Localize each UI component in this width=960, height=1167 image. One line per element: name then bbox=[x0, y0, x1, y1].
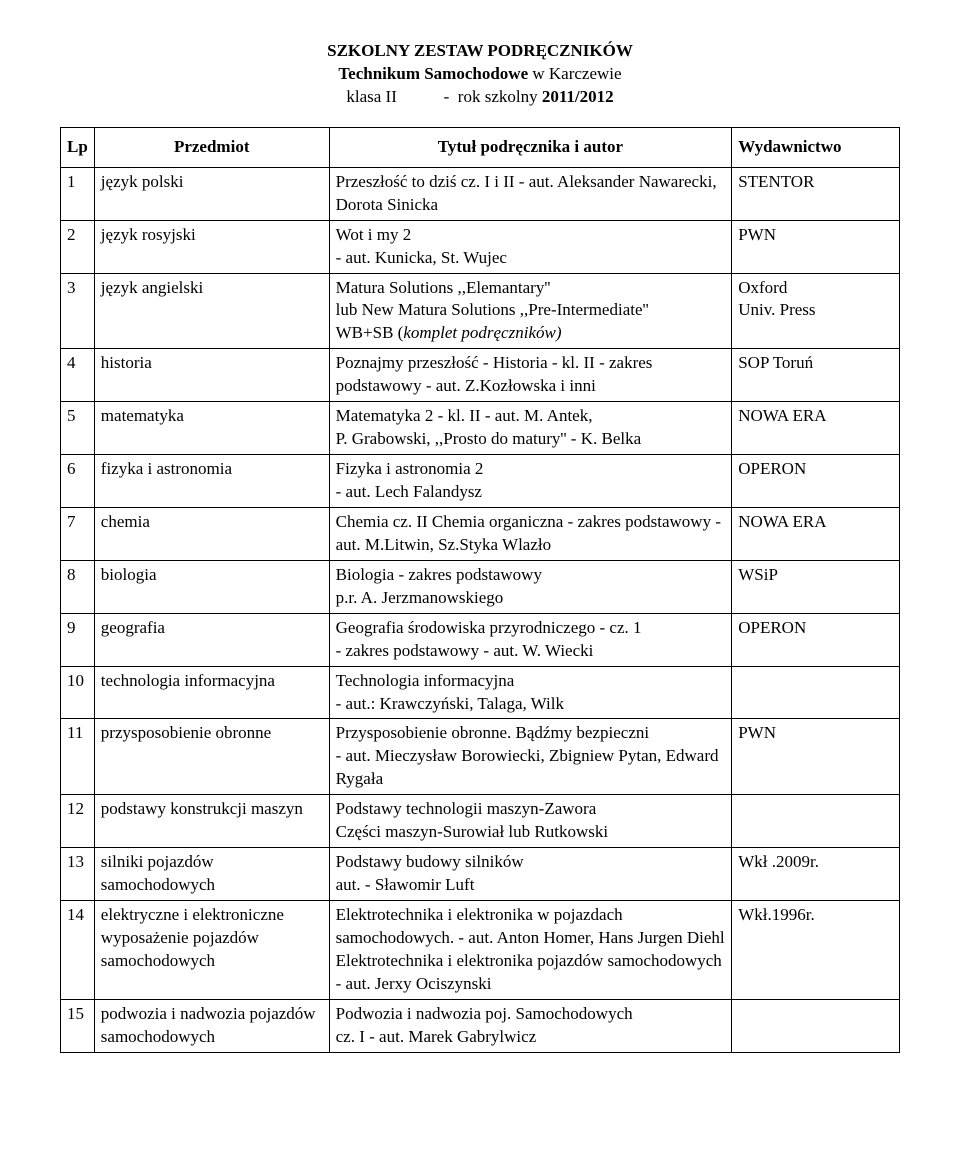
cell-lp: 1 bbox=[61, 167, 95, 220]
col-header-lp: Lp bbox=[61, 127, 95, 167]
cell-wydawnictwo: WSiP bbox=[732, 560, 900, 613]
cell-lp: 4 bbox=[61, 349, 95, 402]
cell-przedmiot: podwozia i nadwozia pojazdów samochodowy… bbox=[94, 999, 329, 1052]
cell-lp: 8 bbox=[61, 560, 95, 613]
cell-przedmiot: język polski bbox=[94, 167, 329, 220]
table-row: 9geografiaGeografia środowiska przyrodni… bbox=[61, 613, 900, 666]
cell-lp: 14 bbox=[61, 901, 95, 1000]
cell-tytul: Matura Solutions ,,Elemantary''lub New M… bbox=[329, 273, 732, 349]
cell-wydawnictwo: OxfordUniv. Press bbox=[732, 273, 900, 349]
cell-lp: 7 bbox=[61, 507, 95, 560]
header-line-2: Technikum Samochodowe w Karczewie bbox=[60, 63, 900, 86]
cell-tytul: Podstawy technologii maszyn-ZaworaCzęści… bbox=[329, 795, 732, 848]
header-line-3-middle: - rok szkolny bbox=[397, 87, 542, 106]
cell-tytul: Przeszłość to dziś cz. I i II - aut. Ale… bbox=[329, 167, 732, 220]
italic-komplet: komplet podręczników) bbox=[403, 323, 561, 342]
cell-tytul: Podstawy budowy silnikówaut. - Sławomir … bbox=[329, 848, 732, 901]
cell-wydawnictwo: Wkł.1996r. bbox=[732, 901, 900, 1000]
cell-przedmiot: historia bbox=[94, 349, 329, 402]
table-row: 2język rosyjskiWot i my 2- aut. Kunicka,… bbox=[61, 220, 900, 273]
cell-przedmiot: przysposobienie obronne bbox=[94, 719, 329, 795]
cell-tytul: Poznajmy przeszłość - Historia - kl. II … bbox=[329, 349, 732, 402]
cell-tytul: Elektrotechnika i elektronika w pojazdac… bbox=[329, 901, 732, 1000]
table-row: 15podwozia i nadwozia pojazdów samochodo… bbox=[61, 999, 900, 1052]
table-row: 6fizyka i astronomiaFizyka i astronomia … bbox=[61, 455, 900, 508]
cell-tytul: Geografia środowiska przyrodniczego - cz… bbox=[329, 613, 732, 666]
table-row: 11przysposobienie obronnePrzysposobienie… bbox=[61, 719, 900, 795]
table-row: 12podstawy konstrukcji maszynPodstawy te… bbox=[61, 795, 900, 848]
cell-przedmiot: matematyka bbox=[94, 402, 329, 455]
cell-przedmiot: podstawy konstrukcji maszyn bbox=[94, 795, 329, 848]
table-row: 10technologia informacyjnaTechnologia in… bbox=[61, 666, 900, 719]
cell-lp: 11 bbox=[61, 719, 95, 795]
cell-wydawnictwo: STENTOR bbox=[732, 167, 900, 220]
cell-lp: 9 bbox=[61, 613, 95, 666]
cell-tytul: Fizyka i astronomia 2- aut. Lech Falandy… bbox=[329, 455, 732, 508]
cell-lp: 15 bbox=[61, 999, 95, 1052]
table-body: 1język polskiPrzeszłość to dziś cz. I i … bbox=[61, 167, 900, 1052]
cell-tytul: Podwozia i nadwozia poj. Samochodowychcz… bbox=[329, 999, 732, 1052]
col-header-tytul: Tytuł podręcznika i autor bbox=[329, 127, 732, 167]
cell-wydawnictwo bbox=[732, 999, 900, 1052]
table-row: 8biologiaBiologia - zakres podstawowyp.r… bbox=[61, 560, 900, 613]
header-line-3-left: klasa II bbox=[346, 87, 397, 106]
cell-przedmiot: technologia informacyjna bbox=[94, 666, 329, 719]
cell-lp: 2 bbox=[61, 220, 95, 273]
cell-wydawnictwo: OPERON bbox=[732, 613, 900, 666]
cell-lp: 6 bbox=[61, 455, 95, 508]
cell-wydawnictwo: PWN bbox=[732, 719, 900, 795]
cell-wydawnictwo bbox=[732, 666, 900, 719]
table-header-row: Lp Przedmiot Tytuł podręcznika i autor W… bbox=[61, 127, 900, 167]
cell-tytul: Biologia - zakres podstawowyp.r. A. Jerz… bbox=[329, 560, 732, 613]
cell-lp: 12 bbox=[61, 795, 95, 848]
cell-przedmiot: geografia bbox=[94, 613, 329, 666]
cell-tytul: Przysposobienie obronne. Bądźmy bezpiecz… bbox=[329, 719, 732, 795]
page-header: SZKOLNY ZESTAW PODRĘCZNIKÓW Technikum Sa… bbox=[60, 40, 900, 109]
cell-tytul: Technologia informacyjna- aut.: Krawczyń… bbox=[329, 666, 732, 719]
cell-przedmiot: język rosyjski bbox=[94, 220, 329, 273]
cell-lp: 13 bbox=[61, 848, 95, 901]
cell-lp: 10 bbox=[61, 666, 95, 719]
table-row: 4historiaPoznajmy przeszłość - Historia … bbox=[61, 349, 900, 402]
header-line-2-left: Technikum Samochodowe bbox=[338, 64, 528, 83]
cell-przedmiot: język angielski bbox=[94, 273, 329, 349]
cell-wydawnictwo bbox=[732, 795, 900, 848]
cell-przedmiot: silniki pojazdów samochodowych bbox=[94, 848, 329, 901]
cell-tytul: Chemia cz. II Chemia organiczna - zakres… bbox=[329, 507, 732, 560]
table-row: 3język angielskiMatura Solutions ,,Elema… bbox=[61, 273, 900, 349]
cell-przedmiot: fizyka i astronomia bbox=[94, 455, 329, 508]
table-row: 14elektryczne i elektroniczne wyposażeni… bbox=[61, 901, 900, 1000]
header-line-3: klasa II - rok szkolny 2011/2012 bbox=[60, 86, 900, 109]
table-row: 1język polskiPrzeszłość to dziś cz. I i … bbox=[61, 167, 900, 220]
cell-tytul: Matematyka 2 - kl. II - aut. M. Antek,P.… bbox=[329, 402, 732, 455]
cell-wydawnictwo: SOP Toruń bbox=[732, 349, 900, 402]
table-row: 7chemiaChemia cz. II Chemia organiczna -… bbox=[61, 507, 900, 560]
table-row: 13silniki pojazdów samochodowychPodstawy… bbox=[61, 848, 900, 901]
header-line-3-right: 2011/2012 bbox=[542, 87, 614, 106]
cell-wydawnictwo: OPERON bbox=[732, 455, 900, 508]
cell-przedmiot: elektryczne i elektroniczne wyposażenie … bbox=[94, 901, 329, 1000]
cell-wydawnictwo: NOWA ERA bbox=[732, 507, 900, 560]
cell-wydawnictwo: Wkł .2009r. bbox=[732, 848, 900, 901]
header-line-1: SZKOLNY ZESTAW PODRĘCZNIKÓW bbox=[60, 40, 900, 63]
cell-tytul: Wot i my 2- aut. Kunicka, St. Wujec bbox=[329, 220, 732, 273]
col-header-przedmiot: Przedmiot bbox=[94, 127, 329, 167]
cell-lp: 5 bbox=[61, 402, 95, 455]
col-header-wydawnictwo: Wydawnictwo bbox=[732, 127, 900, 167]
table-row: 5matematykaMatematyka 2 - kl. II - aut. … bbox=[61, 402, 900, 455]
cell-lp: 3 bbox=[61, 273, 95, 349]
cell-przedmiot: biologia bbox=[94, 560, 329, 613]
cell-przedmiot: chemia bbox=[94, 507, 329, 560]
cell-wydawnictwo: PWN bbox=[732, 220, 900, 273]
header-line-2-right: w Karczewie bbox=[528, 64, 621, 83]
cell-wydawnictwo: NOWA ERA bbox=[732, 402, 900, 455]
textbooks-table: Lp Przedmiot Tytuł podręcznika i autor W… bbox=[60, 127, 900, 1053]
